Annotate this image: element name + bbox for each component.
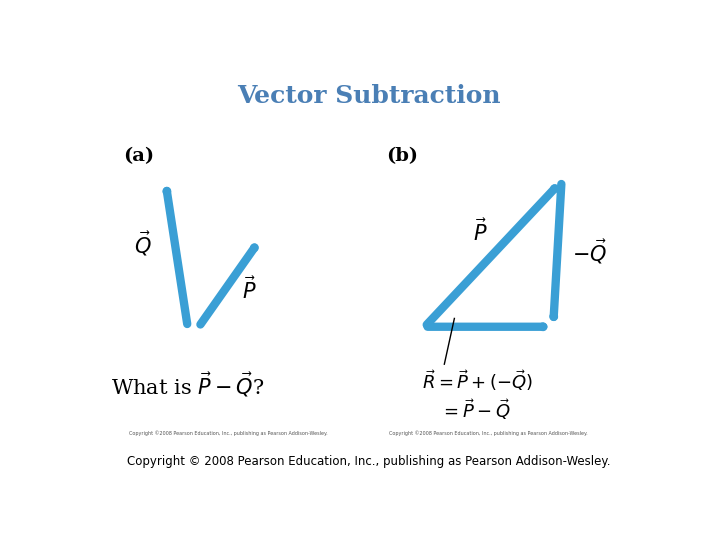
Text: Copyright © 2008 Pearson Education, Inc., publishing as Pearson Addison-Wesley.: Copyright © 2008 Pearson Education, Inc.… bbox=[127, 455, 611, 468]
Text: (a): (a) bbox=[124, 147, 155, 165]
Text: $\vec{Q}$: $\vec{Q}$ bbox=[134, 229, 152, 258]
Text: Vector Subtraction: Vector Subtraction bbox=[237, 84, 501, 107]
Text: $\vec{R} = \vec{P} + (-\vec{Q})$: $\vec{R} = \vec{P} + (-\vec{Q})$ bbox=[422, 368, 534, 393]
Text: (b): (b) bbox=[386, 147, 418, 165]
Text: $-\vec{Q}$: $-\vec{Q}$ bbox=[572, 238, 607, 266]
Text: Copyright ©2008 Pearson Education, Inc., publishing as Pearson Addison-Wesley.: Copyright ©2008 Pearson Education, Inc.,… bbox=[129, 430, 328, 436]
Text: Copyright ©2008 Pearson Education, Inc., publishing as Pearson Addison-Wesley.: Copyright ©2008 Pearson Education, Inc.,… bbox=[389, 430, 587, 436]
Text: $\vec{P}$: $\vec{P}$ bbox=[242, 276, 256, 303]
Text: $\vec{P}$: $\vec{P}$ bbox=[473, 218, 488, 245]
Text: What is $\vec{P}-\vec{Q}$?: What is $\vec{P}-\vec{Q}$? bbox=[111, 370, 264, 400]
Text: $= \vec{P} - \vec{Q}$: $= \vec{P} - \vec{Q}$ bbox=[441, 397, 511, 422]
